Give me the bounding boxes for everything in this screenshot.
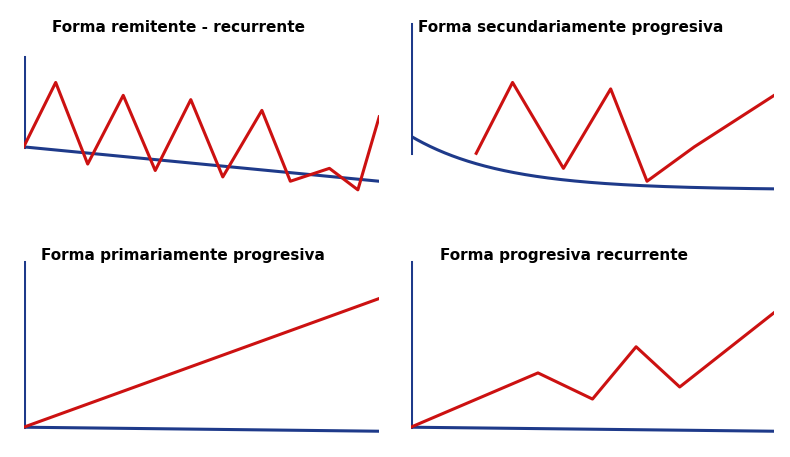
Text: Forma remitente - recurrente: Forma remitente - recurrente — [52, 20, 305, 35]
Text: Forma progresiva recurrente: Forma progresiva recurrente — [440, 248, 688, 263]
Text: Forma primariamente progresiva: Forma primariamente progresiva — [42, 248, 325, 263]
Text: Forma secundariamente progresiva: Forma secundariamente progresiva — [418, 20, 724, 35]
